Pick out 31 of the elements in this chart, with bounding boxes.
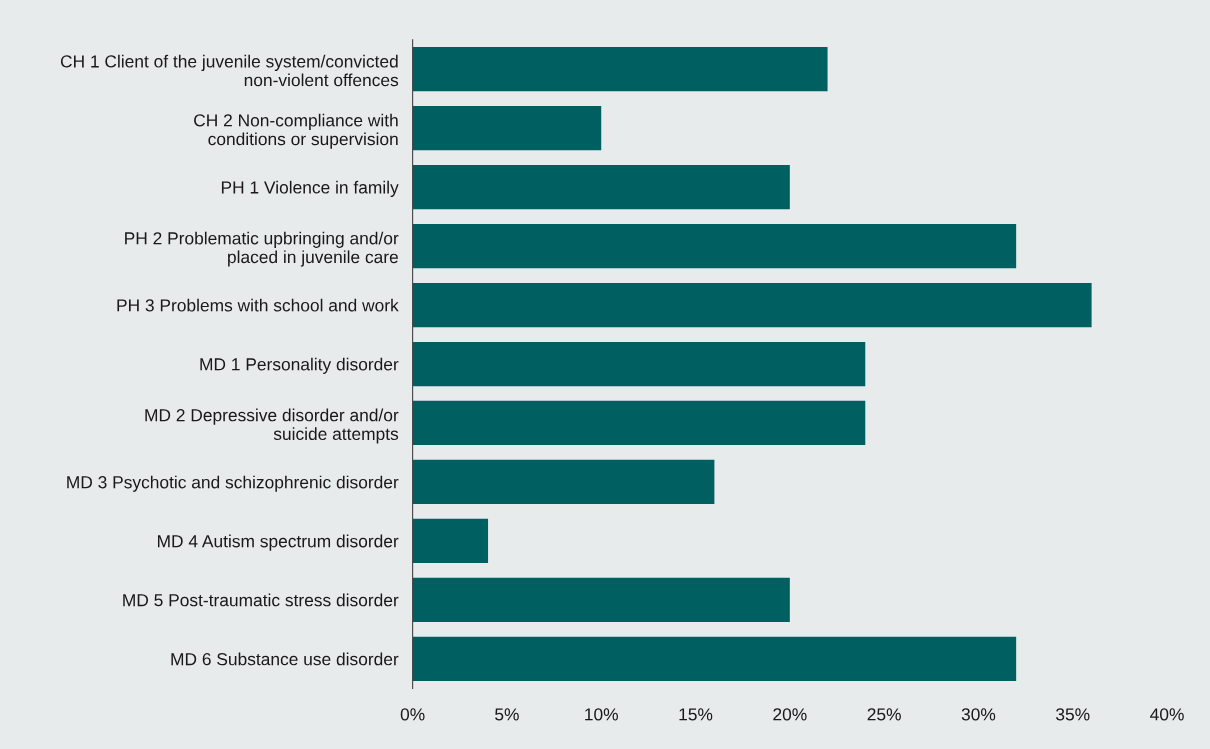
bar [412,636,1017,681]
x-tick-label: 10% [585,708,618,721]
bar [412,223,1017,269]
x-tick-label: 30% [961,708,996,721]
bar [412,165,790,210]
y-tick-label: CH 2 Non-compliance with conditions or supervision [194,113,398,149]
x-tick-label: 15% [679,708,713,721]
x-tick-label: 0% [400,708,425,721]
y-tick-label: PH 1 Violence in family [221,180,399,198]
y-tick-label: MD 5 Post-traumatic stress disorder [123,593,399,607]
y-tick-label: PH 2 Problematic upbringing and/or placed in juvenile care [125,231,399,267]
y-tick-label: MD 2 Depressive disorder and/or suicide attempts [145,408,399,444]
bar [412,282,1092,328]
x-tick-label: 40% [1150,708,1184,721]
y-tick-label: MD 4 Autism spectrum disorder [157,534,399,551]
y-tick-label: CH 1 Client of the juvenile system/convicted non-violent offences [60,54,399,87]
bar [412,400,866,446]
x-tick-label: 25% [867,708,901,721]
x-tick-label: 5% [495,708,519,721]
y-tick-label: MD 3 Psychotic and schizophrenic disorder [67,475,399,492]
y-tick-label: MD 1 Personality disorder [200,357,399,374]
x-tick-label: 20% [773,708,807,721]
bar [412,459,715,505]
y-tick-label: PH 3 Problems with school and work [117,298,399,312]
bar [412,577,790,622]
bar [412,106,602,151]
y-tick-label: MD 6 Substance use disorder [171,652,399,666]
bar [412,518,489,564]
bar [412,47,828,92]
x-tick-label: 35% [1056,708,1090,721]
bar [412,341,866,387]
